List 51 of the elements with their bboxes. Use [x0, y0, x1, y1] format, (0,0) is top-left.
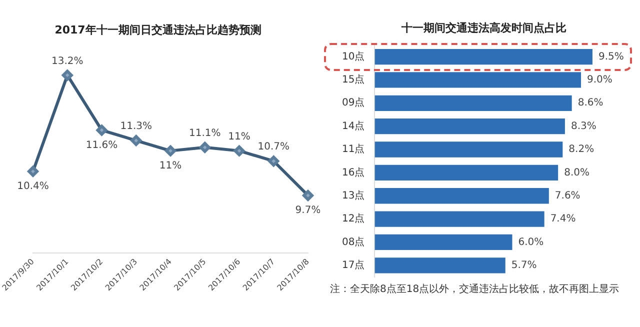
y-tick-label: 15点 — [342, 74, 365, 86]
point — [268, 156, 280, 167]
data-label: 8.2% — [568, 144, 594, 156]
y-tick-label: 17点 — [342, 259, 365, 272]
data-label: 9.5% — [598, 51, 624, 62]
point — [96, 124, 108, 136]
y-tick-label: 14点 — [342, 120, 365, 132]
data-label: 5.7% — [511, 260, 537, 272]
y-tick-label: 10点 — [342, 50, 365, 62]
point — [130, 135, 142, 146]
bar — [374, 258, 506, 274]
data-label: 13.2% — [51, 56, 84, 67]
y-tick-label: 16点 — [342, 166, 365, 178]
data-label: 10.7% — [258, 142, 290, 153]
point — [62, 70, 73, 81]
data-label: 11% — [159, 160, 182, 172]
data-label: 11.6% — [86, 140, 118, 151]
y-tick-label: 08点 — [342, 236, 365, 248]
point — [28, 166, 39, 177]
bar — [374, 142, 563, 158]
bar — [374, 211, 544, 227]
data-label: 8.0% — [564, 167, 590, 178]
bar — [374, 164, 558, 181]
data-label: 11.1% — [188, 128, 221, 139]
y-tick-label: 13点 — [342, 189, 365, 202]
text: 注：全天除8点至18点以外，交通违法占比较低，故不再图上显示 — [330, 282, 620, 296]
data-label: 6.0% — [518, 236, 544, 248]
point — [302, 190, 314, 201]
y-tick-label: 11点 — [342, 143, 365, 156]
bar — [374, 188, 549, 204]
bar — [374, 234, 512, 250]
data-label: 11% — [228, 131, 250, 142]
data-label: 9.7% — [295, 205, 321, 216]
bar — [374, 118, 565, 134]
point — [234, 145, 245, 156]
bar — [374, 95, 572, 111]
chart-title: 十一期间交通违法高发时间点占比 — [400, 21, 566, 34]
y-tick-label: 12点 — [342, 212, 365, 225]
data-label: 8.3% — [570, 120, 596, 132]
data-label: 11.3% — [120, 121, 152, 132]
data-label: 10.4% — [17, 181, 49, 192]
data-label: 7.6% — [554, 190, 580, 202]
point — [199, 142, 210, 153]
data-label: 8.6% — [578, 98, 604, 109]
bar — [374, 48, 592, 65]
bar — [374, 72, 581, 88]
y-tick-label: 09点 — [342, 96, 365, 109]
data-label: 7.4% — [550, 214, 576, 225]
point — [165, 145, 176, 156]
chart-title: 2017年十一期间日交通违法占比趋势预测 — [54, 23, 262, 36]
data-label: 9.0% — [586, 74, 612, 86]
